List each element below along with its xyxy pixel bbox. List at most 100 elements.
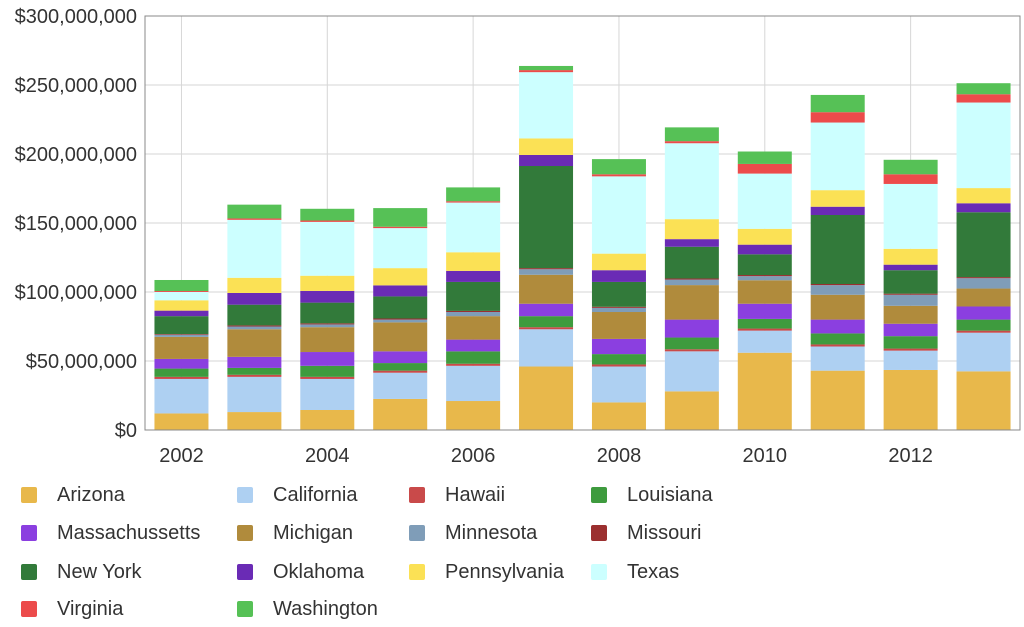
bar-segment-washington[interactable] <box>519 65 574 71</box>
bar-segment-california[interactable] <box>883 350 938 370</box>
bar-segment-pennsylvania[interactable] <box>883 248 938 265</box>
bar-segment-texas[interactable] <box>956 102 1011 189</box>
bar-segment-california[interactable] <box>154 378 209 414</box>
bar-segment-massachussetts[interactable] <box>591 338 646 355</box>
bar-segment-arizona[interactable] <box>810 370 865 430</box>
bar-segment-texas[interactable] <box>373 228 428 269</box>
bar-segment-louisiana[interactable] <box>591 354 646 365</box>
bar-segment-arizona[interactable] <box>664 391 719 430</box>
legend-item[interactable]: Washington <box>216 594 378 624</box>
bar-segment-missouri[interactable] <box>737 275 792 277</box>
bar-segment-louisiana[interactable] <box>664 337 719 350</box>
bar-segment-virginia[interactable] <box>446 201 501 203</box>
bar-segment-new-york[interactable] <box>664 246 719 279</box>
bar-segment-texas[interactable] <box>810 122 865 191</box>
bar-segment-hawaii[interactable] <box>664 349 719 352</box>
bar-segment-virginia[interactable] <box>737 163 792 174</box>
bar-segment-texas[interactable] <box>300 221 355 276</box>
bar-segment-washington[interactable] <box>154 279 209 292</box>
bar-segment-louisiana[interactable] <box>227 367 282 375</box>
bar-segment-louisiana[interactable] <box>737 318 792 329</box>
legend-item[interactable]: Michigan <box>216 518 353 548</box>
bar-segment-texas[interactable] <box>519 72 574 139</box>
bar-segment-oklahoma[interactable] <box>154 310 209 317</box>
bar-segment-massachussetts[interactable] <box>446 339 501 352</box>
bar-segment-washington[interactable] <box>591 159 646 175</box>
bar-segment-arizona[interactable] <box>591 402 646 430</box>
legend-item[interactable]: Louisiana <box>570 480 713 510</box>
bar-segment-arizona[interactable] <box>373 398 428 430</box>
bar-segment-arizona[interactable] <box>737 352 792 430</box>
bar-segment-new-york[interactable] <box>810 214 865 284</box>
bar-segment-oklahoma[interactable] <box>446 270 501 282</box>
bar-segment-virginia[interactable] <box>810 112 865 123</box>
bar-segment-pennsylvania[interactable] <box>446 252 501 271</box>
bar-segment-washington[interactable] <box>227 204 282 219</box>
legend-item[interactable]: Massachussetts <box>0 518 200 548</box>
bar-segment-minnesota[interactable] <box>373 319 428 323</box>
bar-segment-new-york[interactable] <box>883 270 938 294</box>
legend-item[interactable]: Missouri <box>570 518 701 548</box>
bar-segment-massachussetts[interactable] <box>227 356 282 368</box>
bar-segment-massachussetts[interactable] <box>373 351 428 364</box>
bar-segment-michigan[interactable] <box>373 322 428 352</box>
bar-segment-virginia[interactable] <box>227 218 282 220</box>
bar-segment-pennsylvania[interactable] <box>373 268 428 286</box>
bar-segment-hawaii[interactable] <box>737 328 792 331</box>
bar-segment-washington[interactable] <box>664 127 719 142</box>
bar-segment-texas[interactable] <box>154 292 209 301</box>
bar-segment-minnesota[interactable] <box>664 279 719 286</box>
bar-segment-hawaii[interactable] <box>227 374 282 377</box>
bar-segment-louisiana[interactable] <box>883 336 938 349</box>
bar-segment-louisiana[interactable] <box>810 333 865 345</box>
bar-segment-oklahoma[interactable] <box>664 239 719 247</box>
bar-segment-virginia[interactable] <box>883 174 938 184</box>
bar-segment-minnesota[interactable] <box>591 307 646 313</box>
bar-segment-california[interactable] <box>227 376 282 413</box>
bar-segment-new-york[interactable] <box>446 281 501 311</box>
bar-segment-hawaii[interactable] <box>300 376 355 379</box>
bar-segment-missouri[interactable] <box>956 277 1011 279</box>
bar-segment-hawaii[interactable] <box>373 370 428 373</box>
bar-segment-minnesota[interactable] <box>737 276 792 281</box>
bar-segment-michigan[interactable] <box>227 329 282 357</box>
bar-segment-missouri[interactable] <box>810 283 865 286</box>
bar-segment-hawaii[interactable] <box>519 327 574 330</box>
bar-segment-missouri[interactable] <box>591 306 646 308</box>
bar-segment-california[interactable] <box>737 330 792 353</box>
bar-segment-minnesota[interactable] <box>154 334 209 337</box>
bar-segment-michigan[interactable] <box>664 285 719 320</box>
legend-item[interactable]: Virginia <box>0 594 123 624</box>
bar-segment-missouri[interactable] <box>883 293 938 295</box>
bar-segment-texas[interactable] <box>591 176 646 254</box>
bar-segment-oklahoma[interactable] <box>591 270 646 282</box>
bar-segment-oklahoma[interactable] <box>227 292 282 305</box>
bar-segment-virginia[interactable] <box>591 174 646 177</box>
bar-segment-california[interactable] <box>373 372 428 399</box>
bar-segment-minnesota[interactable] <box>519 269 574 275</box>
legend-item[interactable]: New York <box>0 557 142 587</box>
bar-segment-louisiana[interactable] <box>373 363 428 371</box>
bar-segment-pennsylvania[interactable] <box>227 277 282 293</box>
bar-segment-virginia[interactable] <box>664 141 719 144</box>
bar-segment-michigan[interactable] <box>737 280 792 304</box>
legend-item[interactable]: Pennsylvania <box>388 557 564 587</box>
bar-segment-washington[interactable] <box>373 208 428 227</box>
bar-segment-texas[interactable] <box>227 219 282 278</box>
bar-segment-minnesota[interactable] <box>227 326 282 330</box>
bar-segment-missouri[interactable] <box>300 323 355 325</box>
bar-segment-pennsylvania[interactable] <box>810 190 865 207</box>
bar-segment-missouri[interactable] <box>154 334 209 335</box>
bar-segment-virginia[interactable] <box>300 220 355 222</box>
bar-segment-washington[interactable] <box>810 94 865 113</box>
bar-segment-oklahoma[interactable] <box>300 290 355 303</box>
bar-segment-minnesota[interactable] <box>883 294 938 306</box>
bar-segment-massachussetts[interactable] <box>154 358 209 369</box>
bar-segment-pennsylvania[interactable] <box>154 300 209 311</box>
bar-segment-missouri[interactable] <box>664 278 719 280</box>
bar-segment-texas[interactable] <box>446 202 501 253</box>
bar-segment-new-york[interactable] <box>300 302 355 324</box>
bar-segment-texas[interactable] <box>664 143 719 220</box>
bar-segment-hawaii[interactable] <box>446 363 501 366</box>
bar-segment-california[interactable] <box>664 351 719 392</box>
